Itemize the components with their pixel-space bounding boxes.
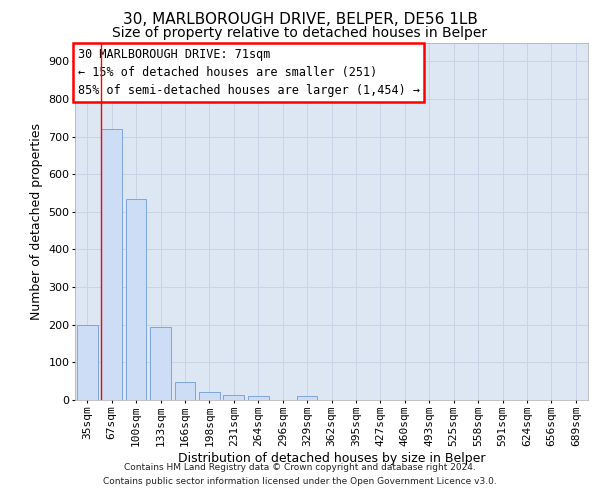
Bar bbox=[150, 328, 171, 400]
Bar bbox=[296, 396, 317, 400]
Bar bbox=[77, 324, 98, 400]
Bar bbox=[223, 394, 244, 400]
Text: Size of property relative to detached houses in Belper: Size of property relative to detached ho… bbox=[112, 26, 488, 40]
Y-axis label: Number of detached properties: Number of detached properties bbox=[30, 122, 43, 320]
Bar bbox=[125, 198, 146, 400]
Bar bbox=[101, 129, 122, 400]
Text: Contains HM Land Registry data © Crown copyright and database right 2024.: Contains HM Land Registry data © Crown c… bbox=[124, 464, 476, 472]
Bar bbox=[175, 382, 196, 400]
Text: 30, MARLBOROUGH DRIVE, BELPER, DE56 1LB: 30, MARLBOROUGH DRIVE, BELPER, DE56 1LB bbox=[122, 12, 478, 28]
X-axis label: Distribution of detached houses by size in Belper: Distribution of detached houses by size … bbox=[178, 452, 485, 464]
Text: Contains public sector information licensed under the Open Government Licence v3: Contains public sector information licen… bbox=[103, 477, 497, 486]
Text: 30 MARLBOROUGH DRIVE: 71sqm
← 15% of detached houses are smaller (251)
85% of se: 30 MARLBOROUGH DRIVE: 71sqm ← 15% of det… bbox=[77, 48, 419, 97]
Bar bbox=[248, 396, 269, 400]
Bar bbox=[199, 392, 220, 400]
